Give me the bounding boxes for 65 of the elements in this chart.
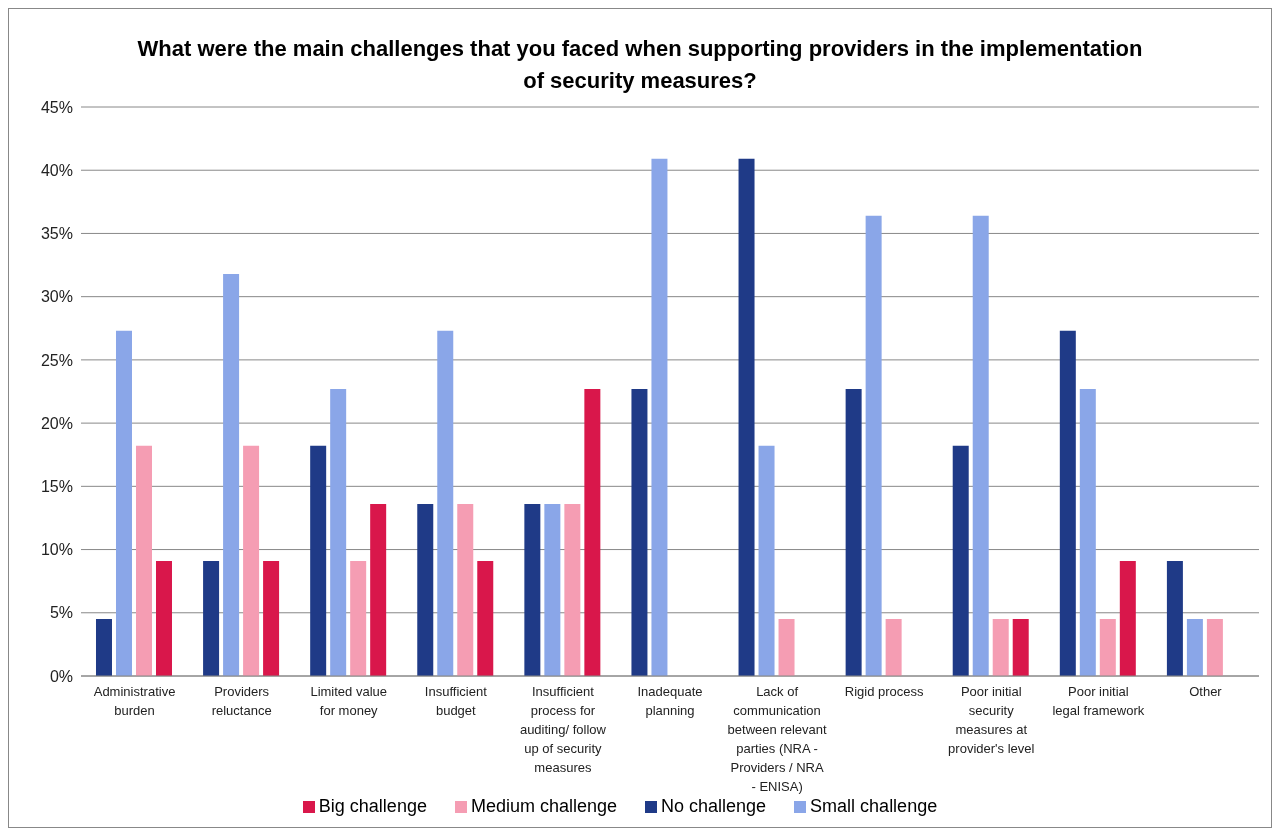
y-tick-label: 20%	[40, 414, 73, 432]
bar	[992, 619, 1009, 676]
bar	[524, 504, 541, 676]
y-tick-label: 25%	[40, 351, 73, 369]
y-tick-label: 35%	[40, 225, 73, 243]
bar	[95, 619, 112, 676]
x-tick-label: Limited value for money	[310, 684, 388, 718]
x-tick-label: Administrative burden	[93, 684, 176, 718]
y-tick-label: 10%	[40, 541, 73, 559]
x-tick-label: Poor initial legal framework	[1052, 684, 1145, 718]
bar	[243, 445, 260, 676]
bar	[1059, 330, 1076, 676]
bar	[865, 215, 882, 676]
x-tick-label: Rigid process	[844, 684, 925, 699]
bar	[263, 560, 280, 676]
bar	[1166, 560, 1183, 676]
bar	[631, 388, 648, 676]
bar	[477, 560, 494, 676]
bar	[738, 158, 755, 676]
bar	[1206, 619, 1223, 676]
bar	[544, 504, 561, 676]
bar	[845, 388, 862, 676]
bar	[135, 445, 152, 676]
bar	[350, 560, 367, 676]
legend-label: Big challenge	[318, 796, 427, 816]
bar	[437, 330, 454, 676]
bar	[330, 388, 347, 676]
y-tick-label: 0%	[49, 667, 73, 685]
y-tick-label: 30%	[40, 288, 73, 306]
bar	[370, 504, 387, 676]
legend-label: Medium challenge	[470, 796, 618, 816]
bar	[1012, 619, 1029, 676]
bar	[1079, 388, 1096, 676]
x-tick-label: Insufficient process for auditing/ follow up of security measures	[519, 684, 607, 775]
bar	[417, 504, 434, 676]
legend-label: Small challenge	[810, 796, 938, 816]
bar	[1099, 619, 1116, 676]
x-tick-label: Providers reluctance	[211, 684, 272, 718]
bar	[564, 504, 581, 676]
bar	[885, 619, 902, 676]
y-tick-label: 5%	[49, 604, 73, 622]
bar	[457, 504, 474, 676]
y-tick-label: 40%	[40, 161, 73, 179]
x-tick-label: Lack of communication between relevant parties (NRA - Providers / NRA - ENISA)	[727, 684, 827, 794]
bar	[778, 619, 795, 676]
bar	[1186, 619, 1203, 676]
y-tick-label: 15%	[40, 478, 73, 496]
chart-title: What were the main challenges that you faced when supporting providers in the implementation of security measures?	[136, 35, 1144, 95]
bar	[115, 330, 132, 676]
bar	[758, 445, 775, 676]
y-tick-label: 45%	[40, 98, 73, 116]
bar	[155, 560, 172, 676]
bar	[584, 388, 601, 676]
bar	[1119, 560, 1136, 676]
bar	[310, 445, 327, 676]
bar	[203, 560, 220, 676]
bar	[651, 158, 668, 676]
legend-label: No challenge	[661, 796, 767, 816]
x-tick-label: Poor initial security measures at provider's level	[948, 684, 1035, 756]
bar	[223, 273, 240, 676]
bar	[972, 215, 989, 676]
x-tick-label: Other	[1189, 684, 1223, 699]
x-tick-label: Insufficient budget	[424, 684, 488, 718]
bar	[952, 445, 969, 676]
x-tick-label: Inadequate planning	[637, 684, 703, 718]
